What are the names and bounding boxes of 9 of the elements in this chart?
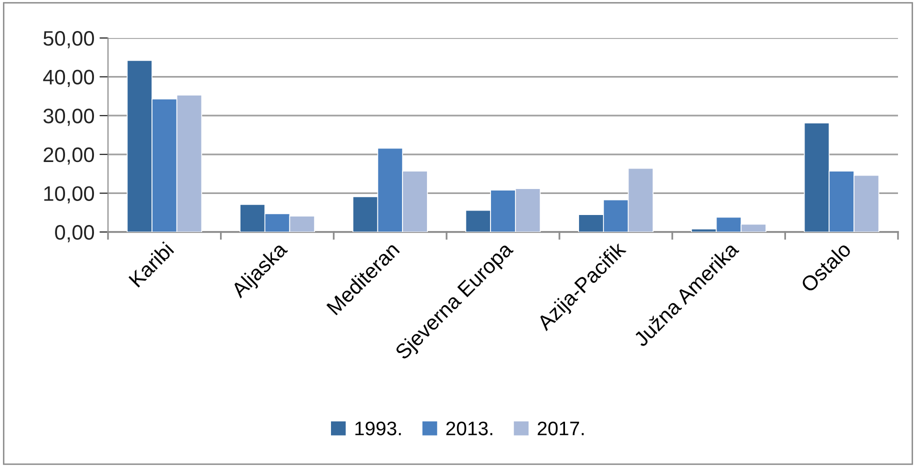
legend-label: 2017. (538, 422, 584, 436)
y-tick-label: 30,00 (43, 108, 94, 126)
y-tick-label: 20,00 (44, 147, 94, 165)
y-tick-label: 0,00 (55, 225, 94, 242)
y-tick-label: 50,00 (44, 31, 94, 48)
y-tick-label: 10,00 (44, 186, 94, 204)
legend-label: 2013. (446, 422, 492, 436)
y-tick-label: 40,00 (43, 70, 94, 88)
legend-label: 1993. (355, 422, 401, 436)
